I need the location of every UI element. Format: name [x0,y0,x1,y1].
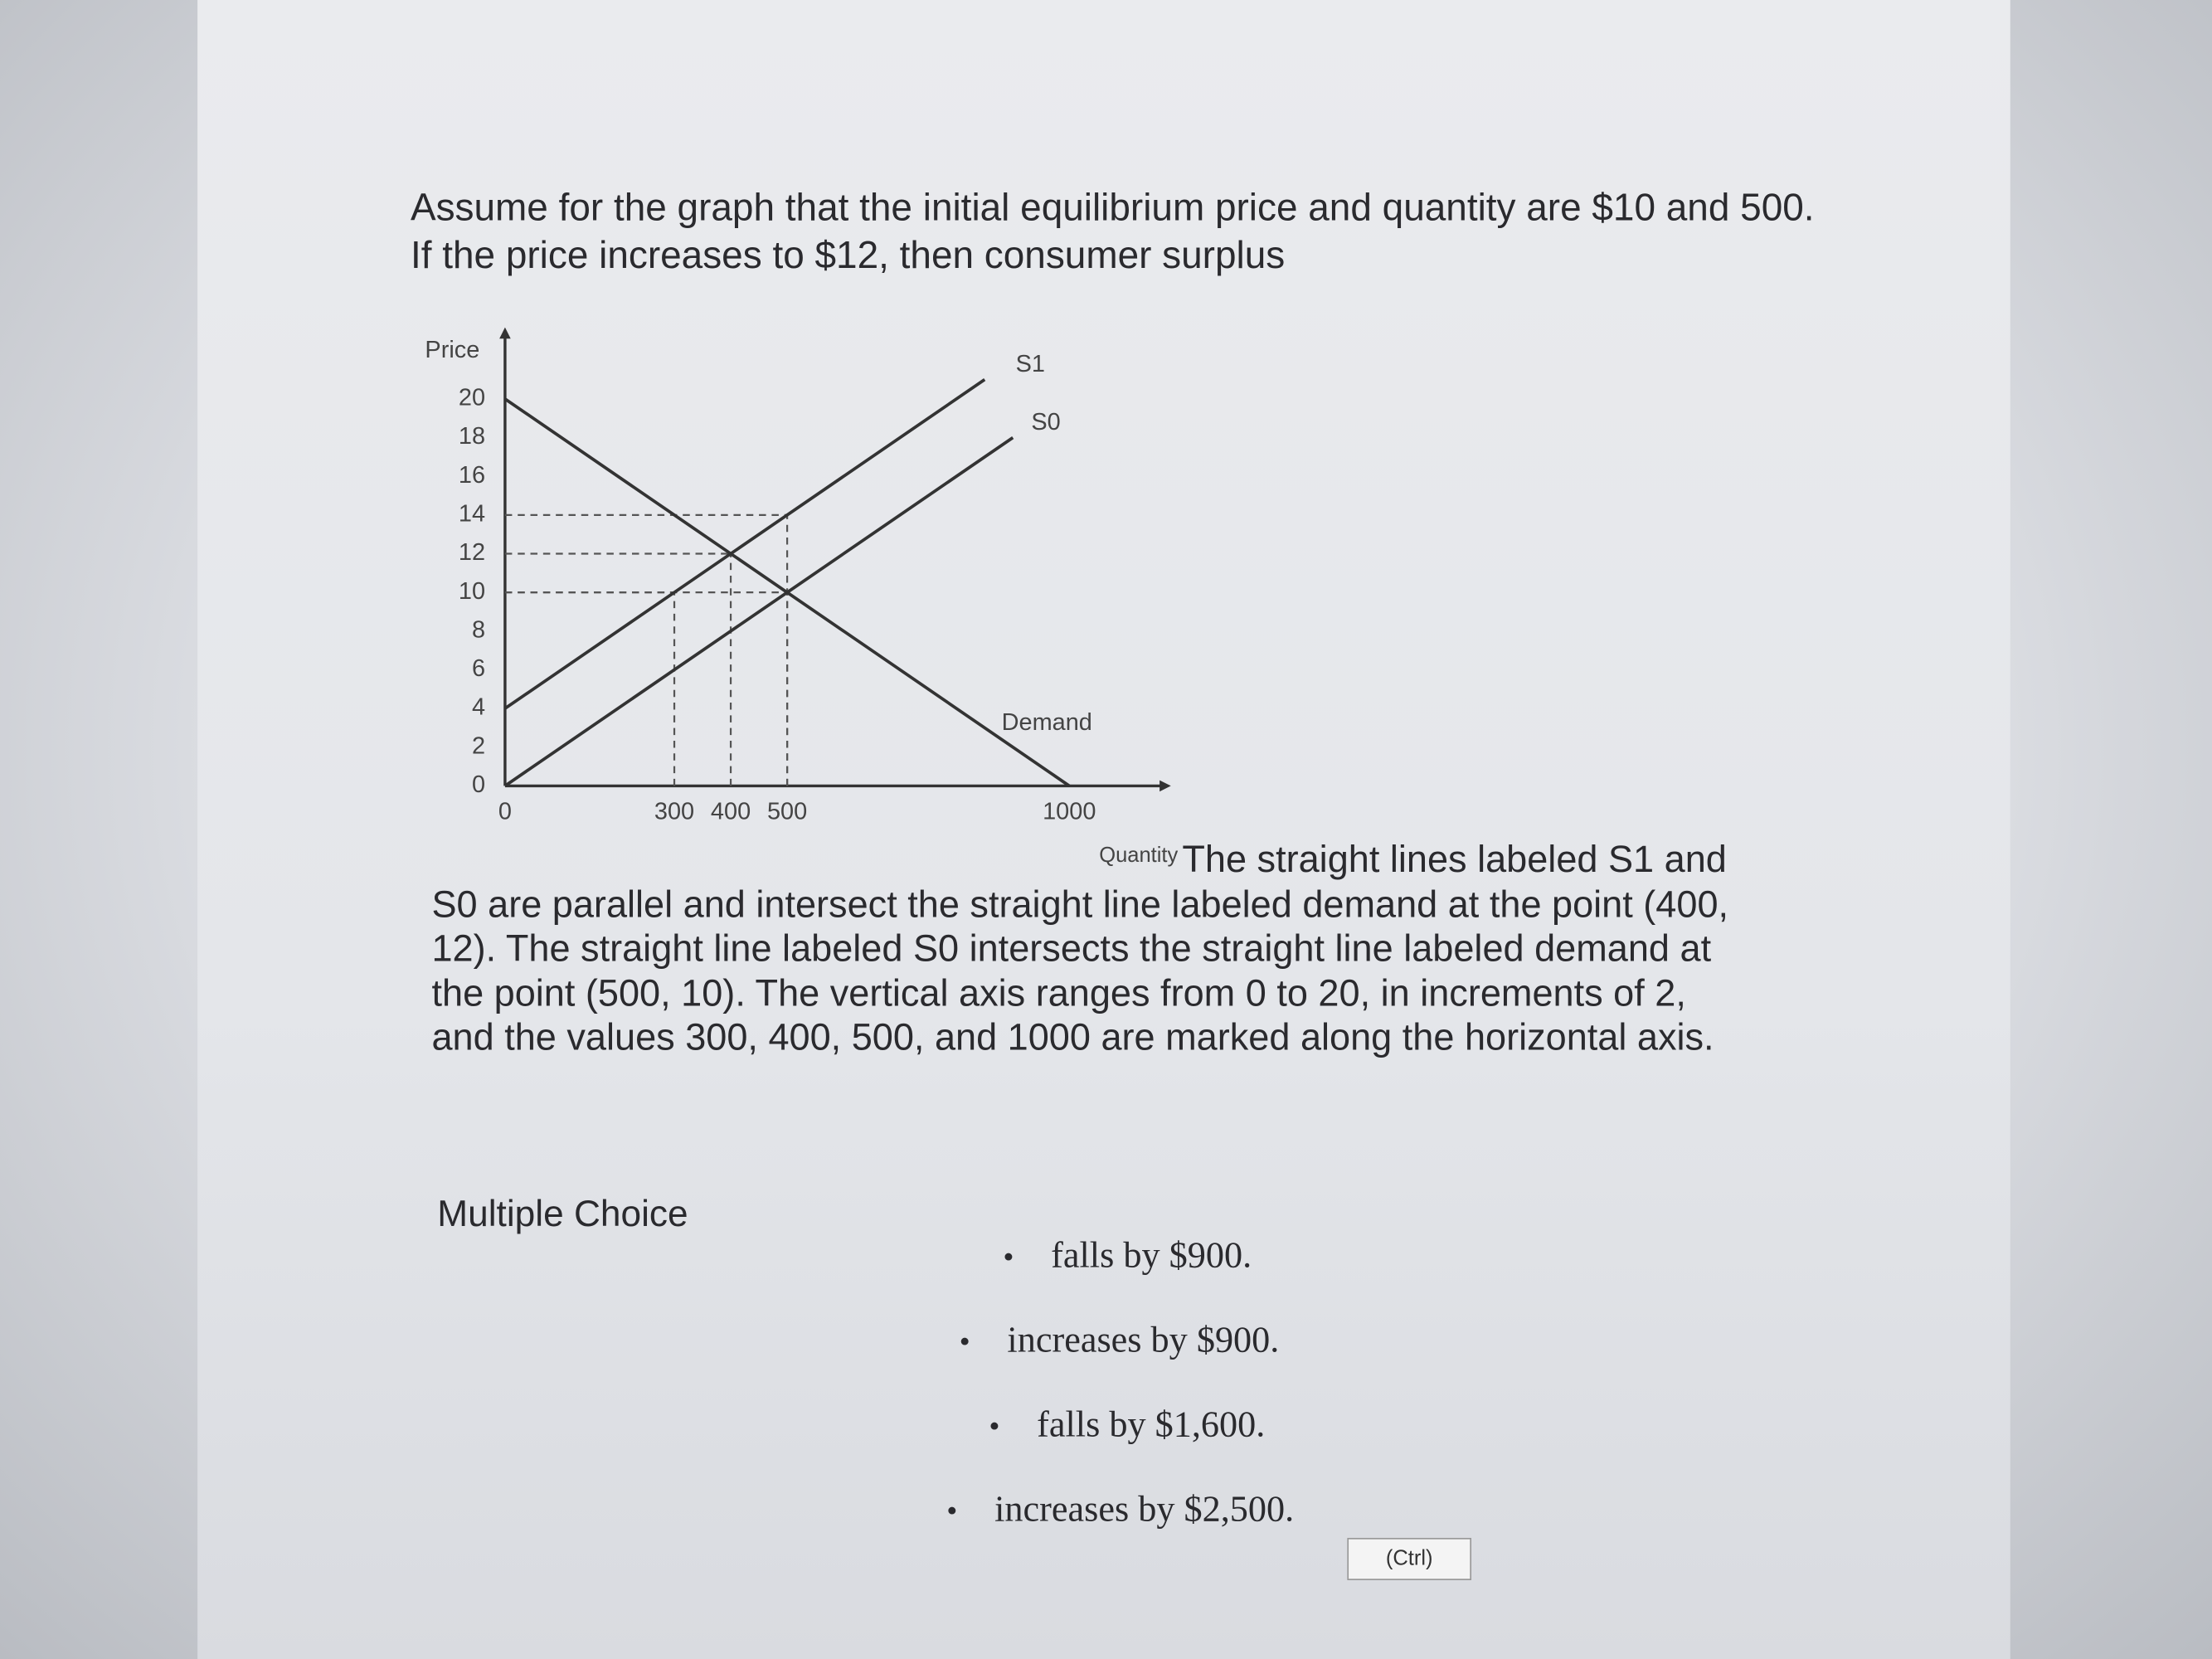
option[interactable]: falls by $900. [1003,1234,1252,1277]
y-tick-label: 20 [459,385,485,411]
y-tick-label: 14 [459,500,485,527]
y-axis-label: Price [425,337,479,363]
x-tick-label: 0 [498,798,512,825]
series-label: Demand [1002,709,1092,736]
y-tick-label: 16 [459,462,485,489]
series-line [503,378,986,710]
y-tick-label: 6 [472,655,485,682]
series-label: S0 [1031,409,1060,435]
y-tick-label: 4 [472,694,485,721]
series-line [503,436,1014,787]
option[interactable]: falls by $1,600. [989,1404,1265,1446]
y-tick-label: 0 [472,771,485,798]
description: The straight lines labeled S1 and S0 are… [431,838,1729,1058]
y-tick-label: 12 [459,539,485,566]
option[interactable]: increases by $900. [960,1319,1280,1361]
question: Assume for the graph that the initial eq… [410,186,1815,277]
x-tick-label: 300 [654,798,694,825]
series-line [503,397,1071,787]
y-axis-arrow [499,327,511,339]
x-axis-label: Quantity [1099,844,1178,867]
x-tick-label: 400 [711,798,751,825]
x-tick-label: 500 [767,798,807,825]
y-tick-label: 2 [472,732,485,759]
multiple-choice-label: Multiple Choice [437,1192,688,1235]
x-tick-label: 1000 [1043,798,1096,825]
document [197,0,2010,1659]
paste-options-button[interactable]: (Ctrl) [1347,1537,1472,1580]
y-tick-label: 10 [459,578,485,605]
y-tick-label: 18 [459,423,485,450]
y-tick-label: 8 [472,616,485,643]
option[interactable]: increases by $2,500. [946,1488,1294,1530]
series-label: S1 [1016,351,1045,377]
x-axis-arrow [1159,780,1171,792]
